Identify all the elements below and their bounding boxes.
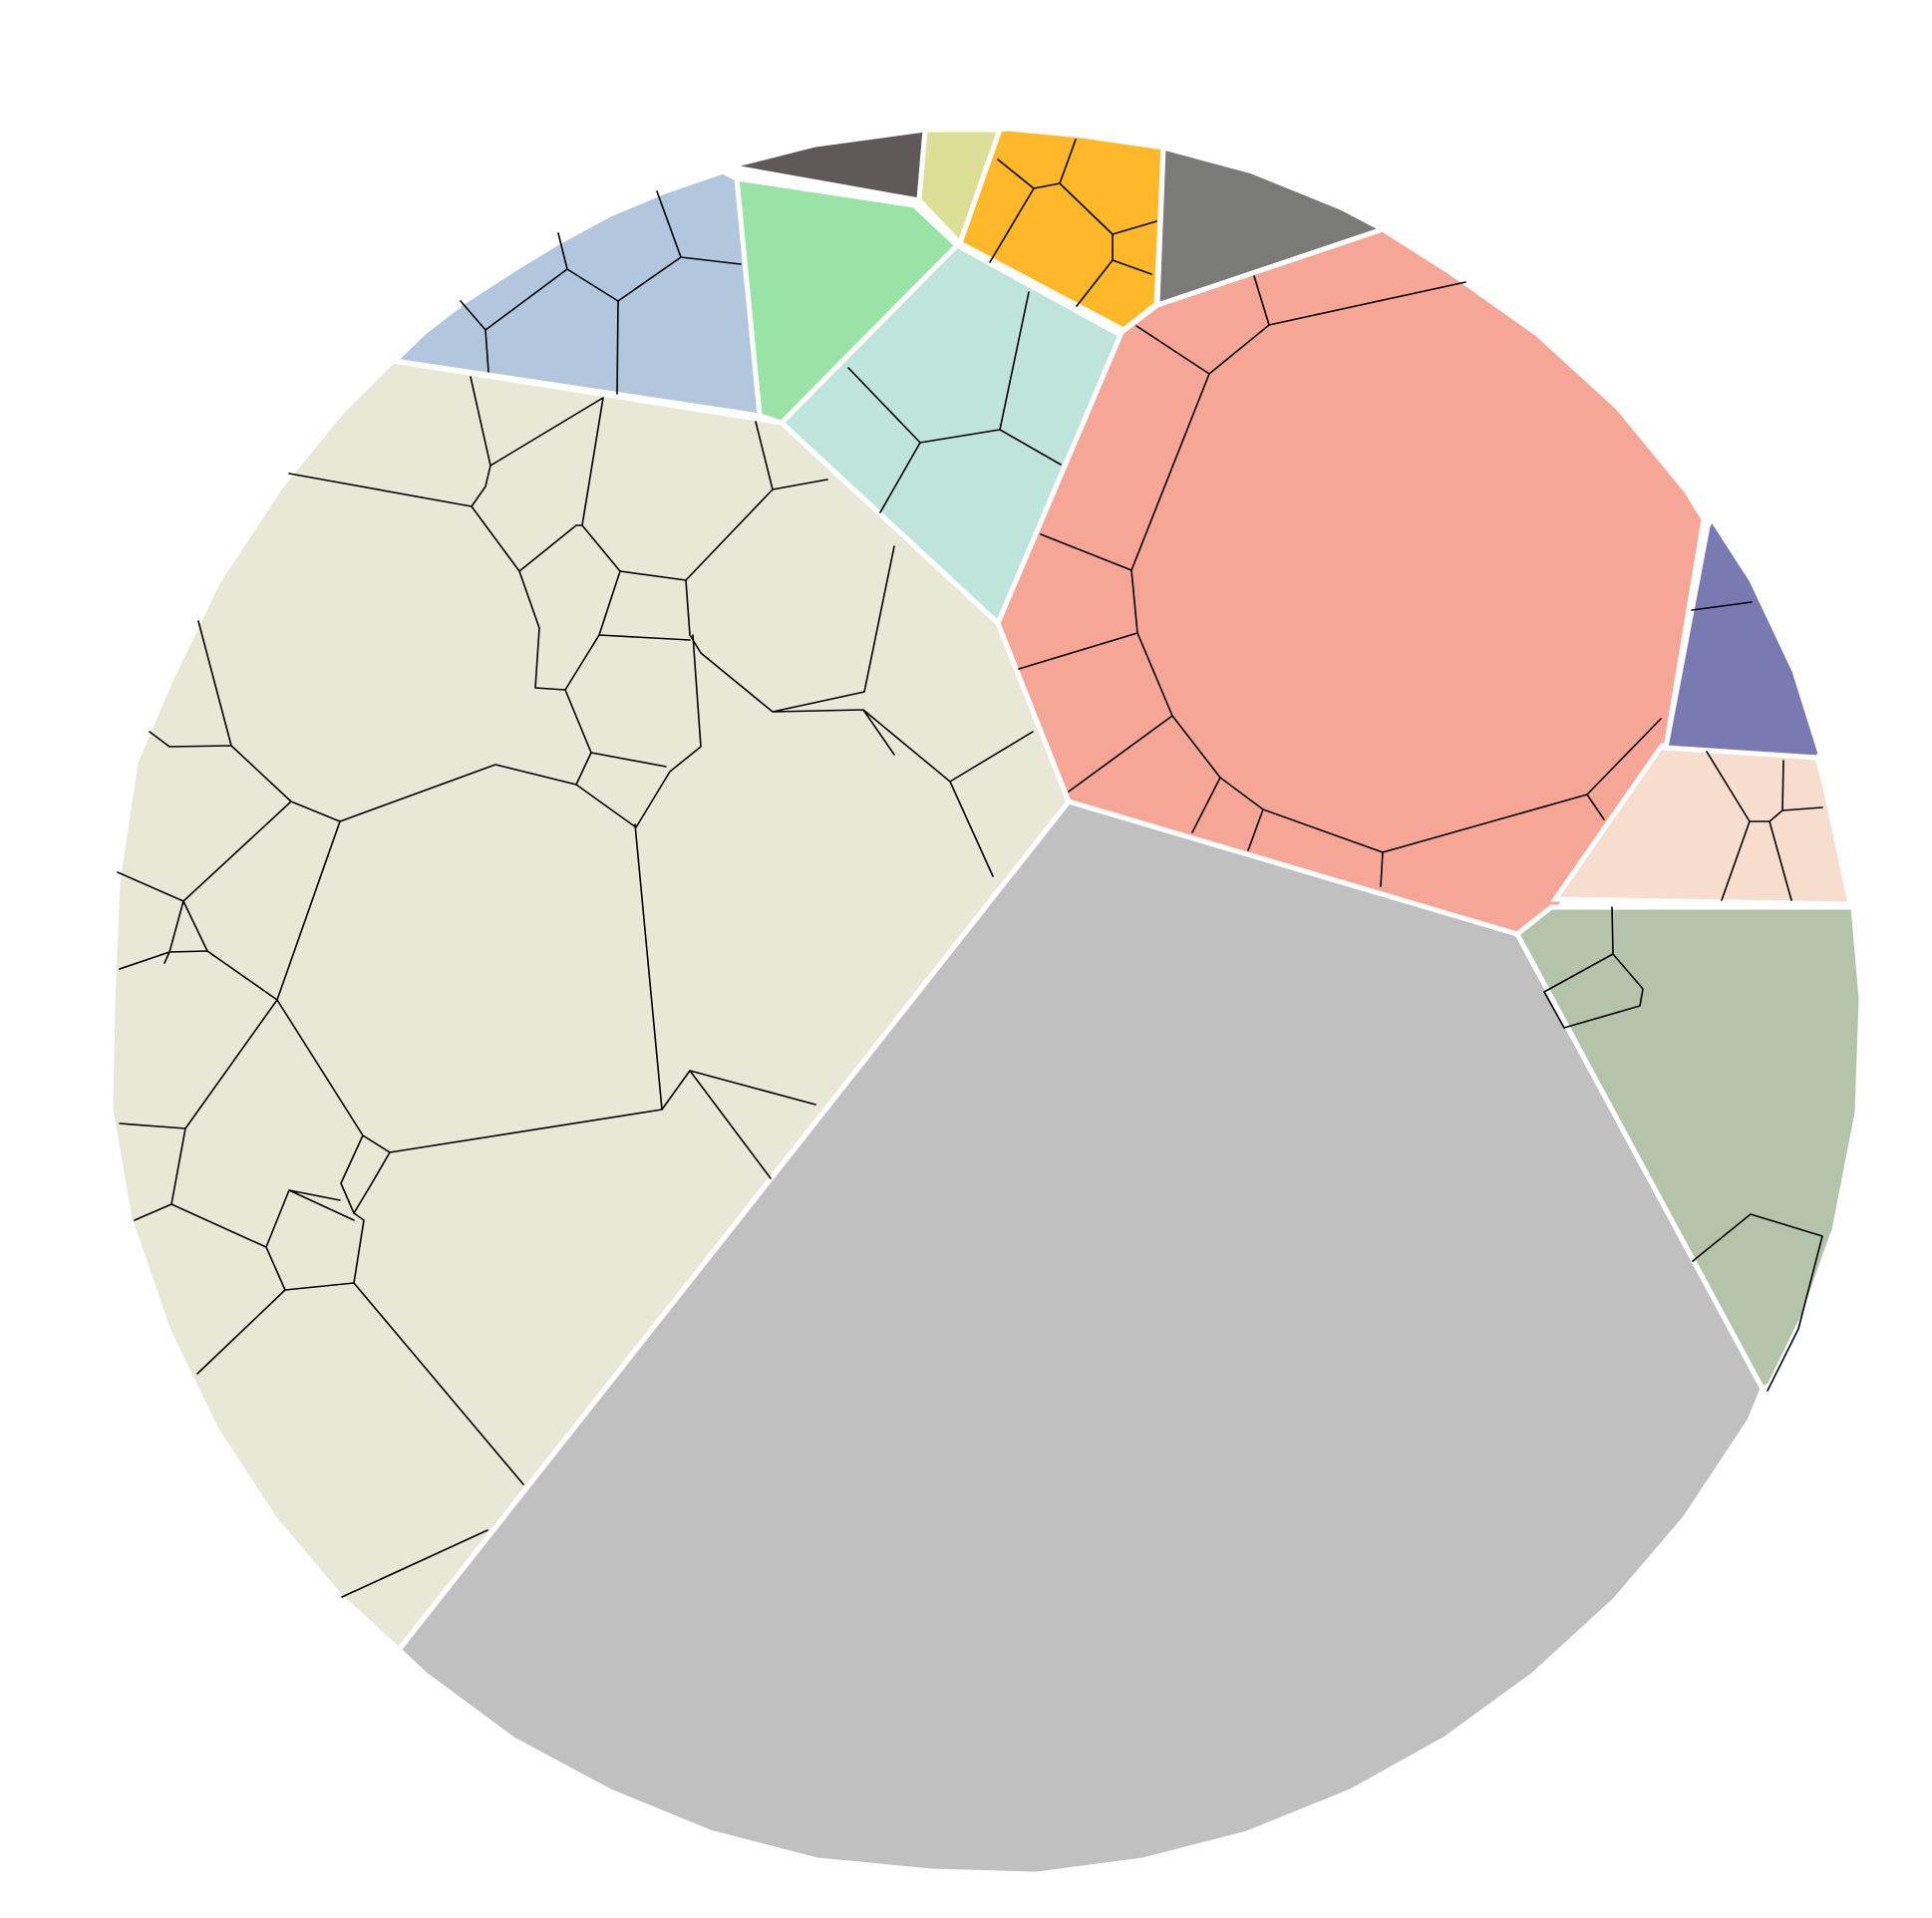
- region-sage-green: [1513, 904, 1864, 1393]
- regions: [108, 126, 1864, 1877]
- cell-line: [1543, 906, 1823, 1392]
- cell-line: [989, 139, 1157, 307]
- cell-line: [847, 291, 1062, 513]
- region-peach: [1550, 743, 1854, 907]
- cell-line: [117, 376, 1034, 1598]
- region-steel-blue: [389, 168, 763, 419]
- region-grey-large: [395, 799, 1766, 1877]
- cell-line: [460, 190, 742, 395]
- region-dark-grey: [1154, 144, 1390, 309]
- cell-line: [1706, 751, 1823, 901]
- region-amber: [956, 126, 1166, 333]
- cell-lines: [117, 139, 1823, 1598]
- region-salmon: [995, 226, 1707, 937]
- cell-line: [1018, 275, 1662, 887]
- cell-line: [1691, 601, 1753, 611]
- region-indigo: [1663, 512, 1823, 761]
